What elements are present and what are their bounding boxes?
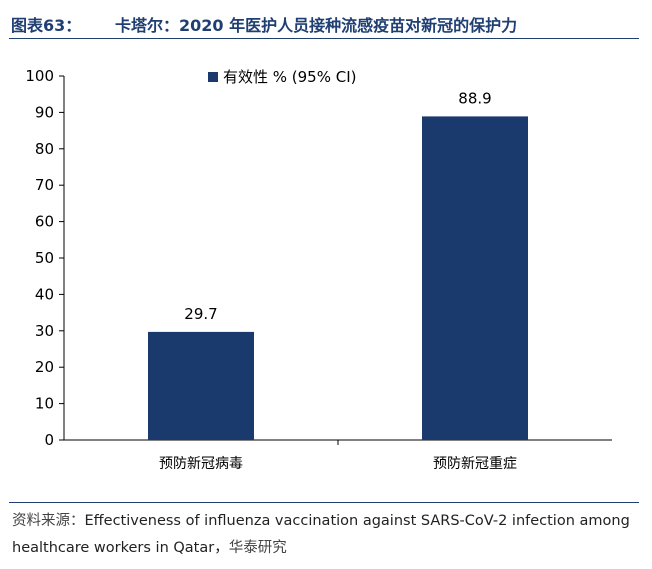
y-tick-label: 60 bbox=[35, 213, 54, 231]
source-divider bbox=[9, 502, 639, 503]
x-category-label: 预防新冠重症 bbox=[433, 456, 517, 472]
source-org: 华泰研究 bbox=[228, 540, 287, 556]
y-tick-label: 70 bbox=[35, 176, 54, 194]
figure-title: 卡塔尔：2020 年医护人员接种流感疫苗对新冠的保护力 bbox=[115, 16, 518, 35]
source-label: 资料来源： bbox=[12, 513, 85, 529]
y-tick-label: 40 bbox=[35, 285, 54, 303]
bar bbox=[148, 331, 254, 440]
data-label: 88.9 bbox=[458, 89, 491, 107]
data-label: 29.7 bbox=[184, 305, 217, 323]
y-tick-label: 50 bbox=[35, 249, 54, 267]
legend-label: 有效性 % (95% CI) bbox=[223, 68, 357, 86]
y-tick-label: 100 bbox=[25, 67, 54, 85]
source-note: 资料来源：Effectiveness of influenza vaccinat… bbox=[12, 508, 642, 562]
bar bbox=[422, 116, 528, 441]
figure-header: 图表63： 卡塔尔：2020 年医护人员接种流感疫苗对新冠的保护力 bbox=[9, 6, 639, 39]
y-tick-label: 90 bbox=[35, 103, 54, 121]
y-tick-label: 30 bbox=[35, 322, 54, 340]
y-tick-label: 10 bbox=[35, 395, 54, 413]
x-category-label: 预防新冠病毒 bbox=[159, 456, 243, 472]
y-tick-label: 20 bbox=[35, 358, 54, 376]
source-text: Effectiveness of influenza vaccination a… bbox=[12, 513, 630, 556]
y-tick-label: 80 bbox=[35, 140, 54, 158]
figure-label: 图表63： bbox=[11, 16, 82, 35]
y-tick-label: 0 bbox=[44, 431, 54, 449]
legend-swatch bbox=[208, 72, 218, 82]
